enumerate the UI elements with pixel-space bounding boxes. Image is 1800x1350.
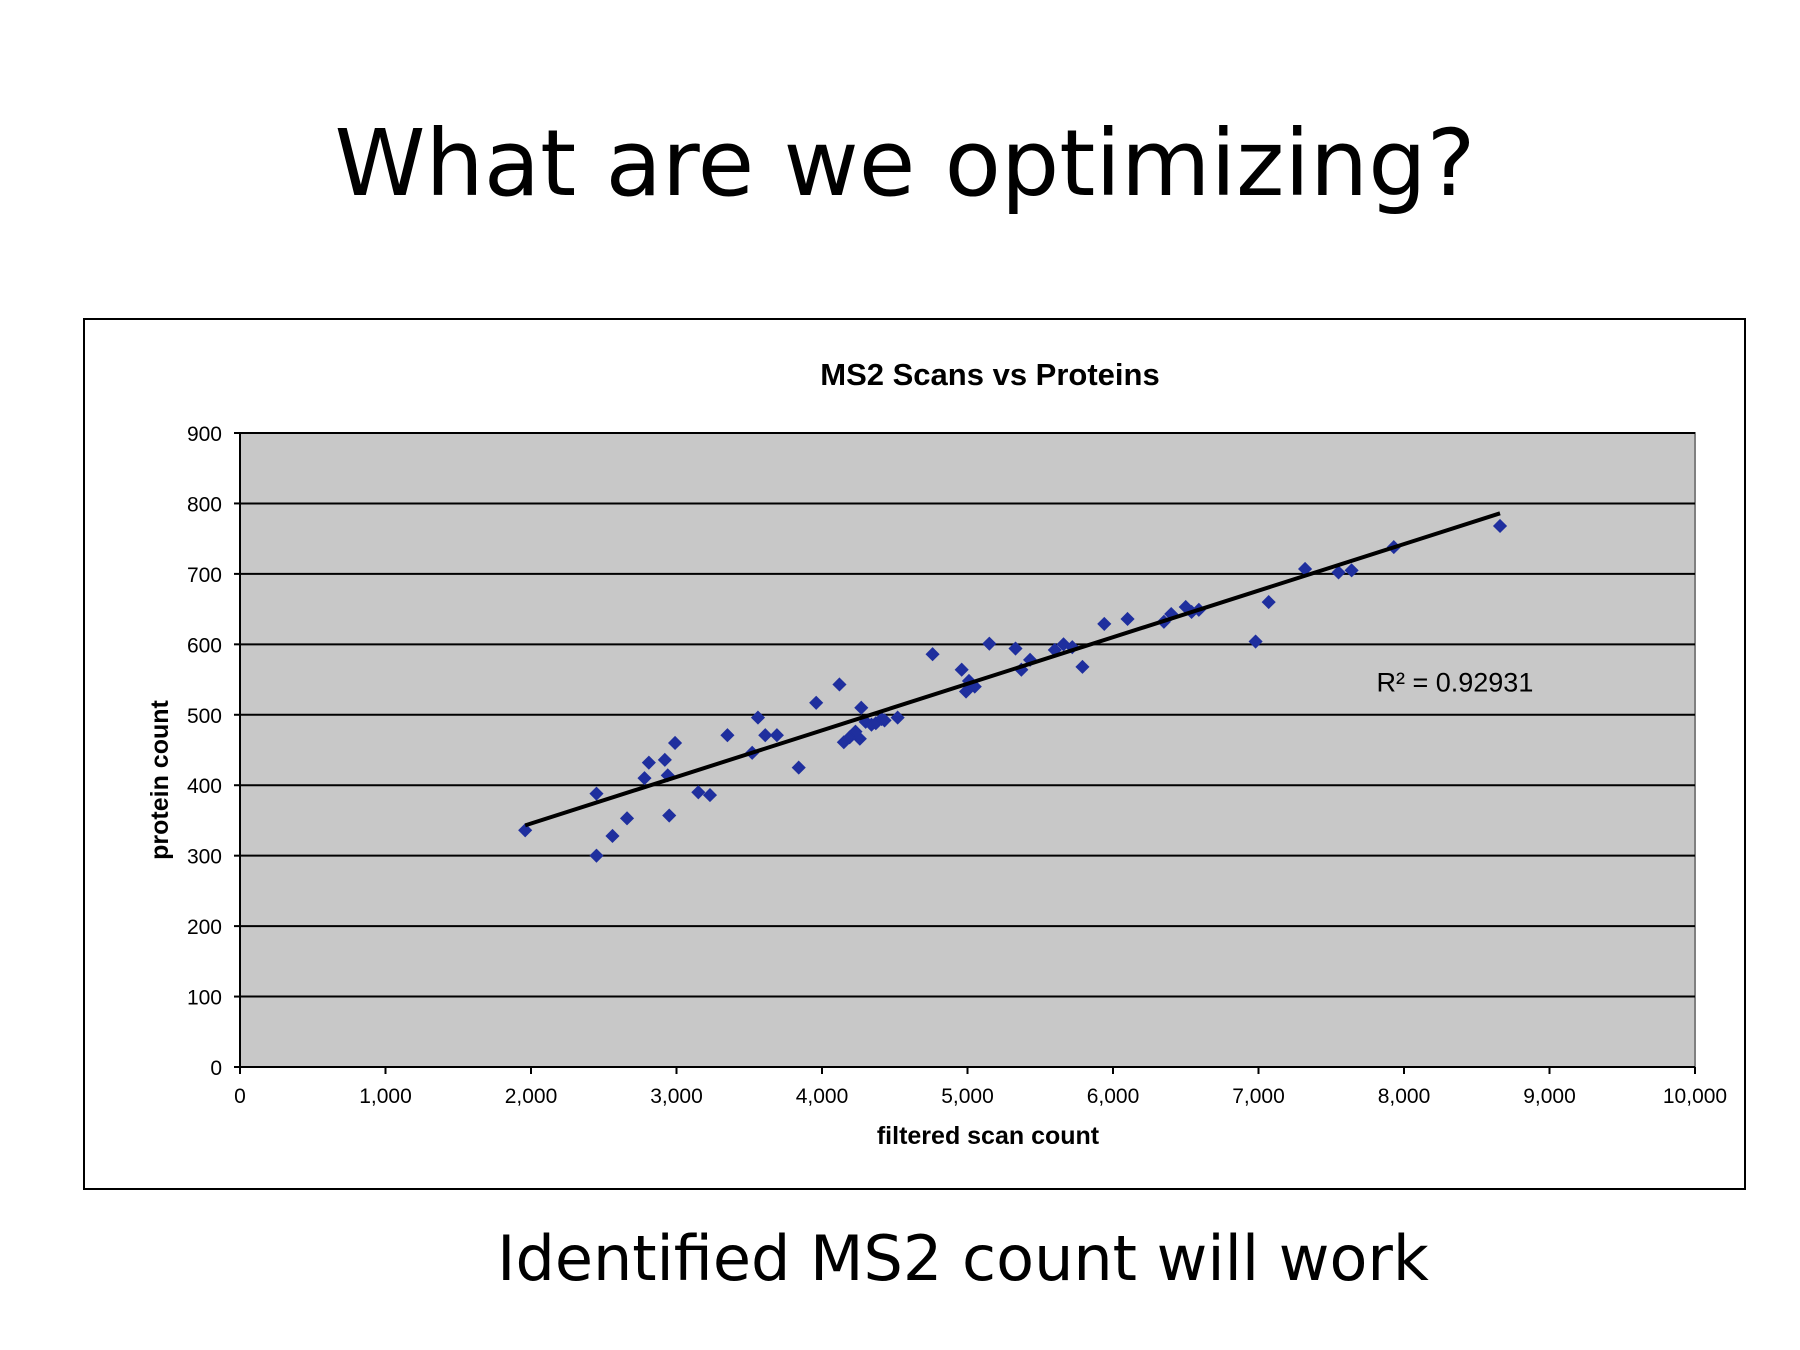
x-tick-label: 10,000 — [1663, 1085, 1727, 1108]
x-axis-title: filtered scan count — [877, 1122, 1100, 1150]
y-tick-label: 700 — [187, 564, 222, 587]
data-point — [702, 788, 718, 803]
y-tick-label: 0 — [210, 1057, 222, 1080]
y-axis-title: protein count — [146, 699, 174, 859]
data-point — [605, 828, 620, 844]
data-point — [619, 811, 635, 826]
data-point — [691, 785, 706, 800]
r-squared-annotation: R² = 0.92931 — [1376, 668, 1533, 698]
x-tick-label: 5,000 — [941, 1085, 994, 1108]
data-point — [769, 728, 784, 743]
slide-title: What are we optimizing? — [334, 110, 1476, 217]
data-point — [982, 636, 997, 651]
data-point — [1344, 563, 1359, 578]
data-point — [877, 713, 892, 728]
data-point — [750, 710, 766, 725]
axes: 0 100 200 300 400 500 600 700 800 900 0 1,000 2,000 3… — [187, 423, 1727, 1108]
trendline-group — [524, 511, 1501, 828]
data-point — [589, 786, 604, 801]
data-points — [518, 518, 1508, 863]
data-point — [809, 695, 824, 710]
data-point — [1120, 611, 1135, 627]
data-point — [1331, 565, 1346, 580]
data-point — [657, 752, 672, 767]
data-point — [1075, 659, 1090, 674]
x-tick-label: 2,000 — [505, 1085, 558, 1108]
data-point — [518, 823, 533, 838]
x-tick-label: 3,000 — [650, 1085, 703, 1108]
x-tick-label: 0 — [234, 1085, 246, 1108]
y-tick-label: 900 — [187, 423, 222, 446]
x-tick-label: 6,000 — [1087, 1085, 1140, 1108]
y-tick-label: 600 — [187, 634, 222, 657]
data-point — [720, 728, 735, 743]
data-point — [958, 684, 974, 699]
data-point — [1248, 634, 1263, 649]
data-point — [1097, 616, 1112, 631]
data-point — [832, 677, 847, 692]
data-point — [791, 760, 806, 775]
data-point — [641, 755, 656, 770]
data-point — [637, 771, 652, 786]
data-point — [589, 848, 604, 863]
data-point — [925, 647, 940, 662]
slide-caption: Identified MS2 count will work — [497, 1222, 1429, 1295]
y-tick-label: 500 — [187, 705, 222, 728]
x-tick-label: 7,000 — [1232, 1085, 1285, 1108]
data-point — [854, 700, 869, 715]
gridlines — [240, 432, 1695, 998]
data-point — [1261, 595, 1276, 610]
chart-title: MS2 Scans vs Proteins — [820, 357, 1159, 392]
data-point — [852, 731, 867, 746]
scatter-chart: MS2 Scans vs Proteins 0 100 200 300 400 500 60… — [146, 357, 1727, 1150]
x-tick-label: 9,000 — [1523, 1085, 1576, 1108]
data-point — [890, 710, 905, 725]
trendline — [524, 511, 1501, 828]
chart-frame: MS2 Scans vs Proteins 0 100 200 300 400 500 60… — [83, 318, 1746, 1190]
x-tick-label: 4,000 — [796, 1085, 849, 1108]
data-point — [954, 662, 969, 677]
y-tick-label: 300 — [187, 846, 222, 869]
y-tick-label: 100 — [187, 987, 222, 1010]
data-point — [758, 728, 773, 743]
plot-area — [239, 432, 1696, 1068]
x-tick-label: 1,000 — [359, 1085, 412, 1108]
y-tick-label: 400 — [187, 775, 222, 798]
y-tick-label: 200 — [187, 916, 222, 939]
x-tick-label: 8,000 — [1378, 1085, 1431, 1108]
y-tick-label: 800 — [187, 493, 222, 516]
data-point — [1492, 518, 1508, 534]
data-point — [662, 808, 677, 823]
data-point — [1008, 641, 1023, 656]
data-point — [667, 735, 683, 751]
